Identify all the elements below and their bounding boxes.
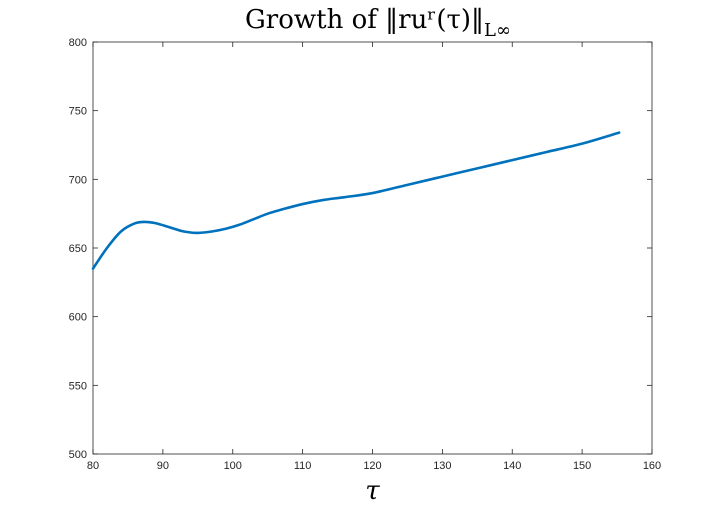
y-tick-label: 500 <box>69 449 87 461</box>
y-tick-label: 800 <box>69 37 87 49</box>
x-tick-label: 130 <box>433 460 451 472</box>
x-tick-label: 110 <box>294 460 312 472</box>
y-tick-label: 600 <box>69 312 87 324</box>
x-tick-label: 100 <box>224 460 242 472</box>
y-tick-label: 700 <box>69 174 87 186</box>
chart-title: Growth of ‖ruʳ(τ)‖L∞ <box>245 5 511 41</box>
y-tick-label: 750 <box>69 106 87 118</box>
x-axis-label: τ <box>365 476 380 506</box>
y-tick-label: 650 <box>69 243 87 255</box>
plot-area <box>92 41 653 455</box>
x-tick-label: 150 <box>573 460 591 472</box>
x-tick-label: 80 <box>87 460 99 472</box>
x-tick-label: 140 <box>503 460 521 472</box>
series-line <box>91 131 621 270</box>
y-tick-label: 550 <box>69 380 87 392</box>
series-layer <box>91 131 621 270</box>
x-tick-label: 160 <box>643 460 661 472</box>
x-tick-label: 90 <box>157 460 169 472</box>
x-tick-label: 120 <box>363 460 381 472</box>
axis-ticks: 80 90 100 110 120 130 140 150 160 500 550 600 650 700… <box>69 37 662 472</box>
